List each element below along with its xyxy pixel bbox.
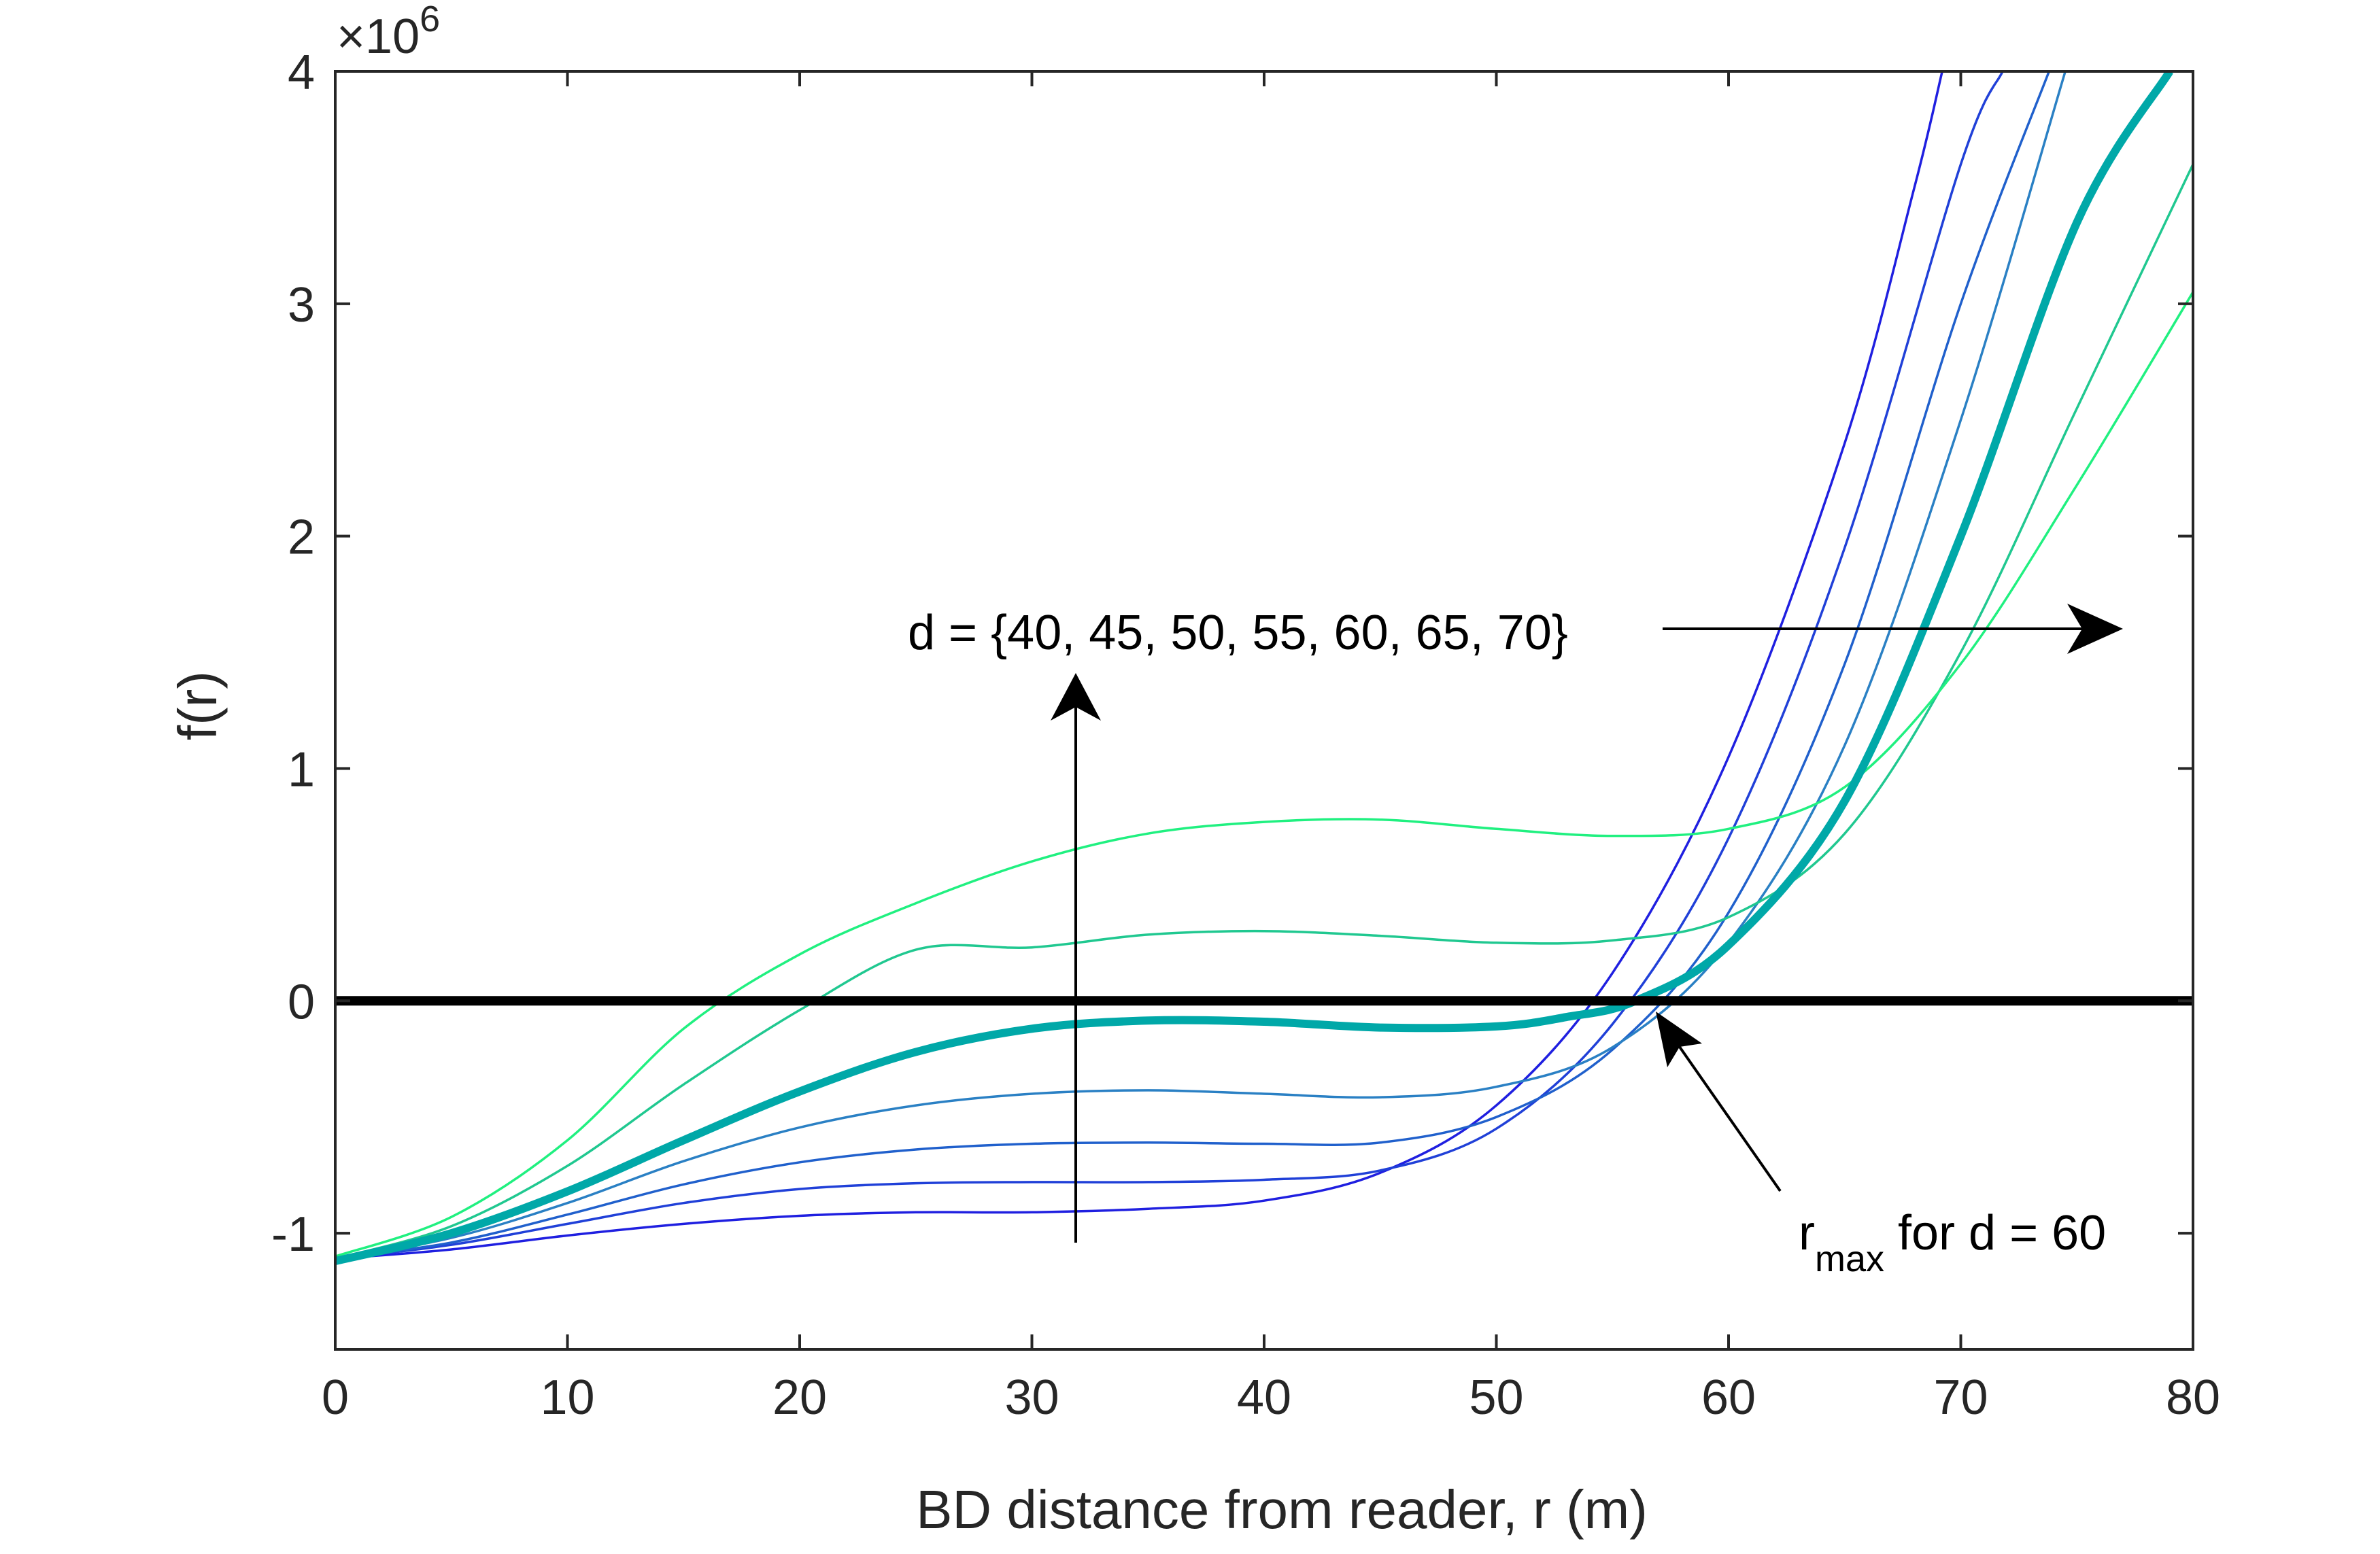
d-increase-arrowhead-right — [2067, 604, 2123, 654]
y-tick-label: -1 — [271, 1207, 315, 1262]
y-tick-label: 4 — [288, 46, 315, 100]
series-line-d-60 — [335, 71, 2173, 1265]
y-scale-exponent: 6 — [420, 0, 440, 39]
series-line-d-70 — [335, 291, 2193, 1258]
x-tick-label: 10 — [540, 1370, 594, 1425]
series-layer — [335, 71, 2193, 1265]
rmax-label-main: r — [1799, 1206, 1815, 1260]
d-values-label: d = {40, 45, 50, 55, 60, 65, 70} — [908, 606, 1568, 660]
series-line-d-55 — [335, 71, 2067, 1260]
x-tick-label: 40 — [1237, 1370, 1291, 1425]
y-tick-label: 1 — [288, 742, 315, 797]
annotations: d = {40, 45, 50, 55, 60, 65, 70} rmax fo… — [908, 604, 2123, 1279]
y-tick-label: 0 — [288, 975, 315, 1029]
x-tick-label: 50 — [1469, 1370, 1523, 1425]
x-tick-label: 80 — [2166, 1370, 2220, 1425]
x-tick-label: 20 — [772, 1370, 827, 1425]
rmax-label: rmax for d = 60 — [1799, 1206, 2106, 1279]
y-scale-factor-text: ×10 — [337, 10, 420, 64]
rmax-label-subscript: max — [1815, 1239, 1884, 1279]
rmax-pointer-line — [1678, 1046, 1782, 1192]
series-line-d-40 — [335, 71, 1943, 1260]
axis-ticks: 0 10 20 30 40 50 60 70 80 -1 0 1 2 3 4 — [271, 46, 2220, 1425]
plot-area-frame — [334, 70, 2194, 1351]
y-tick-label: 2 — [288, 511, 315, 565]
rmax-label-suffix: for d = 60 — [1884, 1206, 2106, 1260]
series-line-d-50 — [335, 71, 2050, 1260]
x-tick-label: 70 — [1933, 1370, 1988, 1425]
series-line-d-65 — [335, 163, 2193, 1260]
y-tick-label: 3 — [288, 278, 315, 332]
y-scale-factor: ×106 — [337, 0, 440, 64]
series-line-d-45 — [335, 71, 2004, 1260]
x-tick-label: 30 — [1004, 1370, 1059, 1425]
x-tick-label: 60 — [1701, 1370, 1756, 1425]
y-axis-title: f(r) — [167, 671, 228, 740]
rmax-pointer-arrowhead — [1656, 1012, 1702, 1067]
x-tick-label: 0 — [322, 1370, 349, 1425]
x-axis-title: BD distance from reader, r (m) — [916, 1479, 1648, 1540]
d-increase-arrowhead-up — [1051, 673, 1101, 721]
